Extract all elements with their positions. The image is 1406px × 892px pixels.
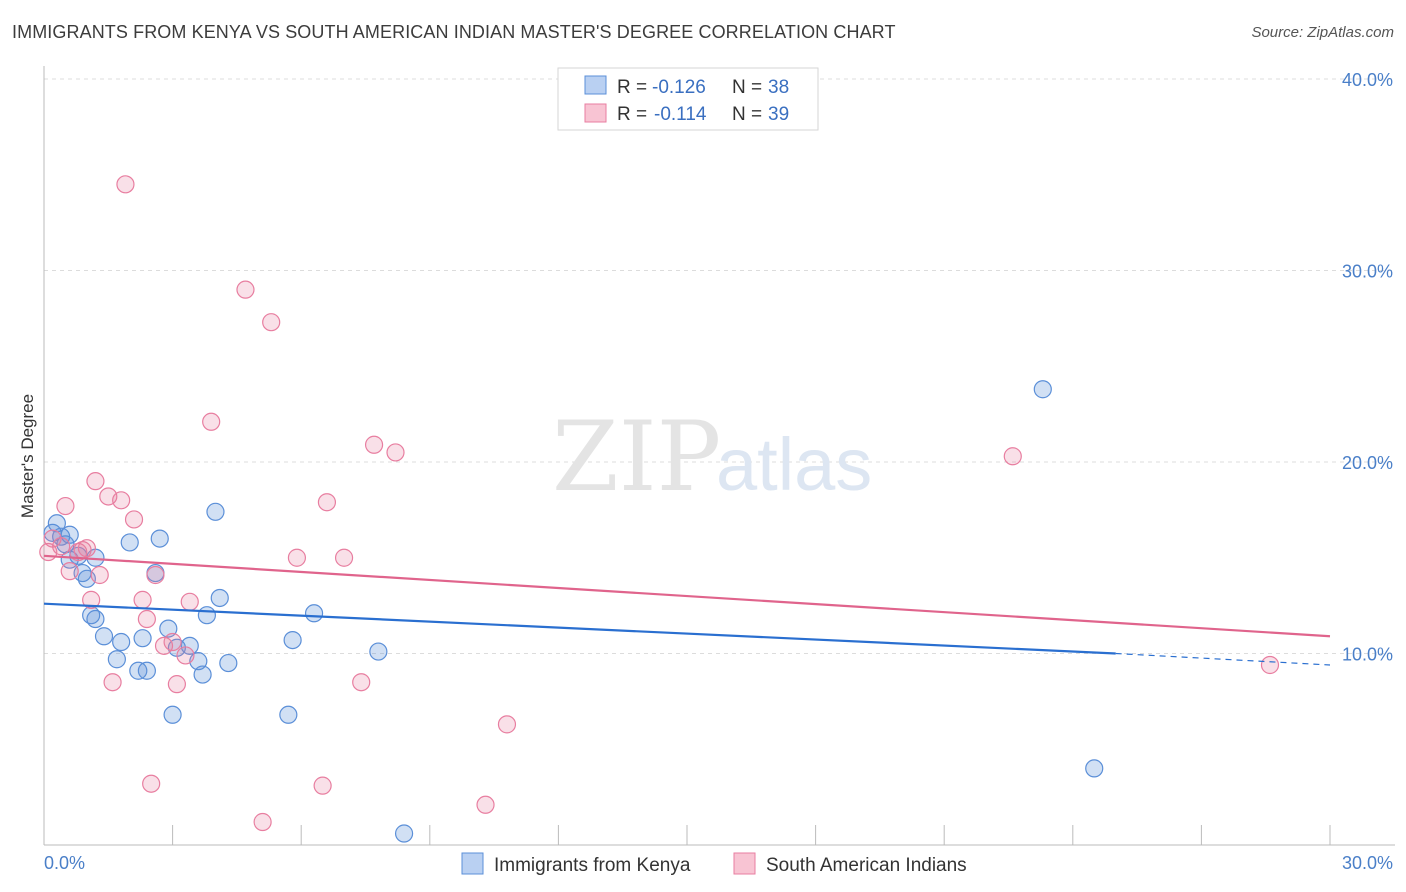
sai-point: [352, 673, 371, 692]
chart-title: IMMIGRANTS FROM KENYA VS SOUTH AMERICAN …: [12, 22, 896, 42]
sai-point: [86, 472, 105, 491]
x-tick-label: 30.0%: [1342, 853, 1393, 873]
sai-point: [236, 280, 255, 299]
legend-r-label-1: R =: [617, 77, 647, 98]
y-axis-label: Master's Degree: [18, 394, 37, 518]
kenya-point: [283, 630, 302, 650]
sai-point: [176, 646, 195, 665]
bottom-legend-sai-swatch: [733, 852, 756, 875]
sai-point: [202, 412, 221, 431]
sai-point: [154, 636, 174, 655]
watermark-zip: ZIP: [552, 401, 721, 513]
sai-point: [146, 565, 165, 585]
bottom-legend-kenya-label: Immigrants from Kenya: [494, 855, 691, 876]
legend-r-value-1: -0.126: [652, 77, 706, 98]
legend-kenya-swatch: [584, 75, 607, 95]
kenya-point: [133, 629, 152, 648]
sai-point: [77, 539, 96, 558]
sai-point: [124, 510, 144, 529]
kenya-point: [1033, 380, 1052, 399]
watermark-atlas: atlas: [716, 423, 872, 506]
kenya-point: [112, 632, 131, 652]
y-tick-label: 10.0%: [1342, 645, 1393, 665]
y-tick-label: 30.0%: [1342, 262, 1393, 282]
sai-point: [262, 313, 281, 332]
sai-point: [1003, 447, 1022, 466]
kenya-point: [180, 636, 199, 655]
sai-point: [103, 673, 122, 692]
kenya-point: [394, 824, 414, 843]
sai-point: [317, 493, 337, 512]
legend-box: R = -0.126 N = 38 R = -0.114 N = 39: [557, 67, 819, 131]
legend-n-label-2: N =: [732, 104, 762, 125]
bottom-legend: Immigrants from Kenya South American Ind…: [461, 852, 967, 876]
sai-point: [116, 175, 135, 194]
kenya-point: [137, 661, 156, 680]
sai-point: [60, 562, 79, 581]
sai-point: [476, 795, 495, 814]
kenya-point: [369, 642, 388, 661]
kenya-point: [197, 606, 216, 625]
sai-point: [112, 491, 131, 510]
legend-n-label-1: N =: [732, 77, 762, 98]
y-tick-label: 40.0%: [1342, 70, 1393, 90]
sai-trend-line: [43, 554, 1331, 638]
kenya-point: [219, 653, 238, 673]
bottom-legend-sai-label: South American Indians: [766, 855, 967, 876]
sai-point: [137, 609, 156, 629]
kenya-point: [210, 588, 229, 608]
kenya-point: [1085, 759, 1104, 778]
sai-point: [386, 443, 405, 462]
kenya-point: [159, 619, 178, 638]
kenya-point: [107, 650, 126, 669]
sai-point: [313, 776, 332, 795]
legend-n-value-2: 39: [768, 104, 789, 125]
legend-sai-swatch: [584, 103, 607, 123]
sai-point: [287, 548, 307, 567]
sai-point: [497, 715, 517, 734]
kenya-point: [86, 609, 105, 629]
source-label: Source: ZipAtlas.com: [1251, 24, 1394, 41]
sai-point: [56, 496, 75, 516]
y-tick-label: 20.0%: [1342, 453, 1393, 473]
bottom-legend-kenya-swatch: [461, 852, 484, 875]
sai-point: [142, 774, 161, 793]
kenya-point: [94, 627, 114, 646]
kenya-point: [193, 665, 212, 684]
kenya-trend-line: [43, 602, 1116, 655]
sai-point: [364, 435, 384, 454]
kenya-point: [120, 533, 139, 552]
kenya-trend-extension: [1115, 652, 1331, 666]
kenya-point: [279, 705, 298, 724]
sai-point: [133, 590, 152, 609]
sai-point: [90, 565, 109, 585]
legend-r-value-2: -0.114: [654, 104, 707, 125]
kenya-point: [304, 604, 324, 623]
sai-point: [1260, 655, 1280, 675]
sai-point: [253, 812, 272, 832]
sai-point: [180, 592, 199, 611]
sai-point: [82, 590, 101, 609]
sai-point: [163, 632, 182, 652]
legend-n-value-1: 38: [768, 77, 789, 98]
sai-point: [52, 537, 71, 556]
kenya-point: [206, 502, 225, 521]
sai-point: [167, 675, 186, 694]
kenya-point: [150, 529, 169, 548]
x-tick-label: 0.0%: [44, 853, 85, 873]
kenya-point: [163, 705, 182, 724]
legend-r-label-2: R =: [617, 104, 647, 125]
sai-point: [334, 548, 354, 567]
